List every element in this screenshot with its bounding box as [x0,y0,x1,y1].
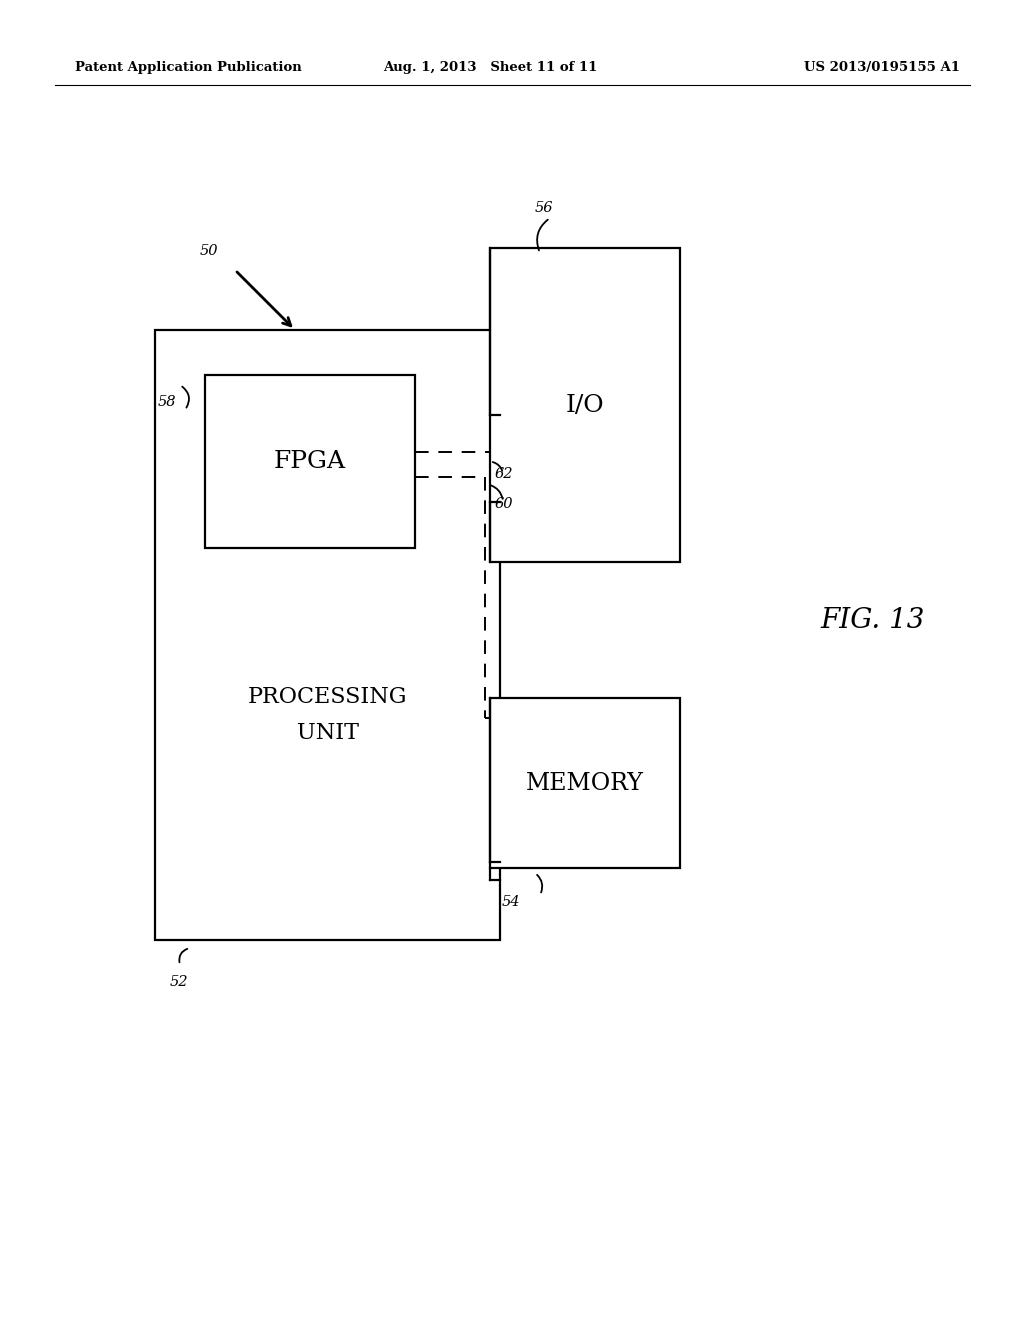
Text: 60: 60 [495,496,513,511]
Text: MEMORY: MEMORY [526,771,644,795]
Bar [155,330,500,940]
Text: 56: 56 [535,201,554,215]
Text: 52: 52 [170,975,188,989]
Text: FIG. 13: FIG. 13 [820,606,925,634]
Text: 50: 50 [200,244,218,257]
Text: 62: 62 [495,466,513,480]
Text: Aug. 1, 2013   Sheet 11 of 11: Aug. 1, 2013 Sheet 11 of 11 [383,62,597,74]
Text: 54: 54 [502,895,520,909]
Text: 58: 58 [158,395,176,409]
Text: FPGA: FPGA [274,450,346,473]
Text: US 2013/0195155 A1: US 2013/0195155 A1 [804,62,961,74]
Text: Patent Application Publication: Patent Application Publication [75,62,302,74]
Bar [490,698,680,869]
Text: PROCESSING
UNIT: PROCESSING UNIT [248,686,408,743]
Text: I/O: I/O [565,393,604,417]
Bar [205,375,415,548]
Bar [490,248,680,562]
